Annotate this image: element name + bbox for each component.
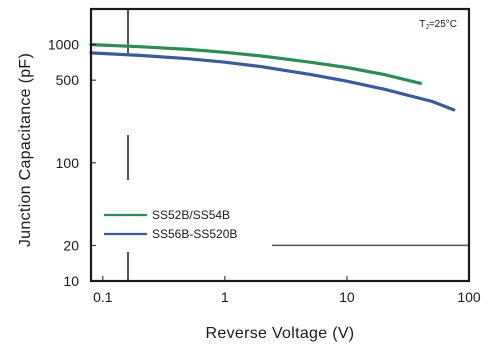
legend-box (100, 205, 272, 247)
x-tick-label: 0.1 (93, 289, 113, 305)
y-tick-label: 10 (63, 273, 79, 289)
series-line-2 (89, 51, 456, 112)
y-tick-label: 100 (56, 155, 80, 171)
y-tick-label: 20 (63, 237, 79, 253)
ticks-layer: 0.1 1 10 100 10 20 100 500 1000 (48, 37, 481, 305)
legend-label: SS56B-SS520B (152, 227, 237, 241)
x-tick-label: 1 (221, 289, 229, 305)
x-axis-title: Reverse Voltage (V) (206, 325, 355, 342)
series-layer (89, 42, 456, 112)
annotation-subscript: J (425, 24, 429, 31)
annotation-main: T (419, 19, 425, 30)
legend-label: SS52B/SS54B (152, 208, 230, 222)
y-tick-label: 1000 (48, 37, 79, 53)
temperature-annotation-text: TJ=25°C (419, 19, 457, 31)
legend: SS52B/SS54B SS56B-SS520B (100, 205, 272, 247)
y-axis-title: Junction Capacitance (pF) (17, 53, 34, 247)
annotation-tail: =25°C (429, 19, 457, 30)
plot-frame-layer (89, 7, 471, 283)
temperature-annotation: TJ=25°C (419, 19, 457, 31)
x-tick-label: 100 (457, 289, 481, 305)
y-tick-label: 500 (56, 72, 80, 88)
plot-frame (89, 7, 471, 283)
x-tick-label: 10 (339, 289, 355, 305)
series-line-1 (89, 42, 422, 85)
